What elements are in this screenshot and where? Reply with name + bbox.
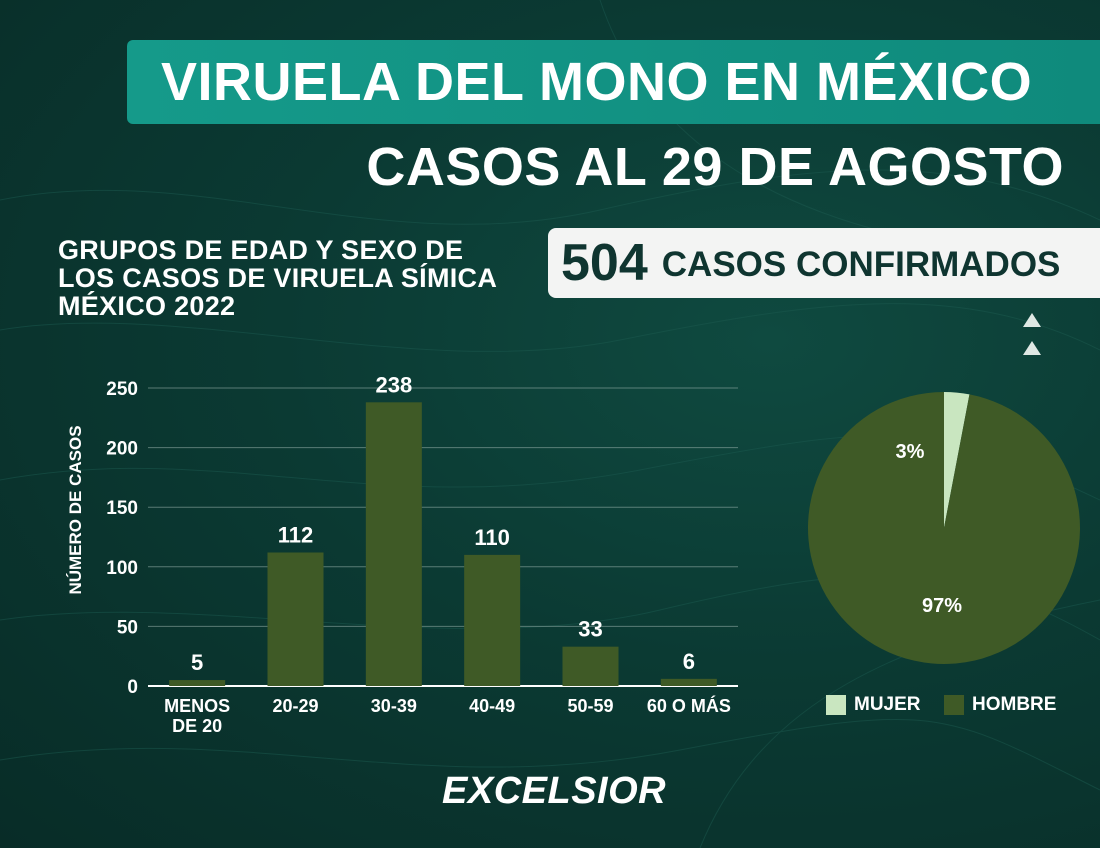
x-tick-label: 60 O MÁS [647,695,731,716]
y-tick-label: 200 [106,439,138,460]
page-title: VIRUELA DEL MONO EN MÉXICO [161,52,1033,112]
bar [169,680,226,686]
y-tick-label: 0 [127,677,138,698]
arrow-up-icon [1023,313,1041,327]
y-tick-label: 50 [117,617,138,638]
pie-slice-label: 3% [896,441,925,463]
x-tick-label: MENOS [164,696,230,716]
bar-value-label: 33 [578,617,602,642]
chart-title-line-2: LOS CASOS DE VIRUELA SÍMICA [58,263,498,293]
x-tick-label: DE 20 [172,716,222,736]
legend-label-mujer: MUJER [854,694,921,715]
legend-item-mujer: MUJER [826,694,921,716]
bar [464,554,521,686]
chart-title-line-3: MÉXICO 2022 [58,291,236,321]
chart-title-line-1: GRUPOS DE EDAD Y SEXO DE [58,235,464,265]
total-cases-card: 504 CASOS CONFIRMADOS [548,228,1100,298]
bar-value-label: 5 [191,650,203,675]
legend-label-hombre: HOMBRE [972,694,1057,715]
arrow-up-icon [1023,341,1041,355]
bar [365,402,422,686]
bar [267,552,324,686]
y-tick-label: 150 [106,498,138,519]
legend-item-hombre: HOMBRE [944,694,1056,716]
pie-slice-mujer [944,392,970,528]
excelsior-logo: EXCELSIOR [442,770,667,812]
chart-title: GRUPOS DE EDAD Y SEXO DE LOS CASOS DE VI… [58,236,518,320]
x-tick-label: 40-49 [469,696,515,716]
sex-pie-chart: 3% 97% [808,392,1080,664]
bar-value-label: 112 [278,522,314,547]
y-tick-label: 250 [106,379,138,400]
x-tick-label: 30-39 [371,696,417,716]
total-cases-label: CASOS CONFIRMADOS [661,245,1061,284]
bar-value-label: 6 [683,649,695,674]
bar-value-label: 238 [375,372,412,397]
x-tick-label: 50-59 [567,696,613,716]
title-banner: VIRUELA DEL MONO EN MÉXICO [127,40,1100,124]
pie-slice-label: 97% [922,595,962,617]
total-cases-number: 504 [561,234,648,292]
pie-slice-hombre [808,392,1080,664]
page-subtitle: CASOS AL 29 DE AGOSTO [366,137,1064,197]
legend-swatch-hombre [944,695,964,715]
bar-value-label: 110 [474,525,510,550]
bar [660,678,717,686]
bar [562,646,619,686]
y-tick-label: 100 [106,558,138,579]
x-tick-label: 20-29 [272,696,318,716]
legend-swatch-mujer [826,695,846,715]
y-axis-label: NÚMERO DE CASOS [66,425,85,594]
